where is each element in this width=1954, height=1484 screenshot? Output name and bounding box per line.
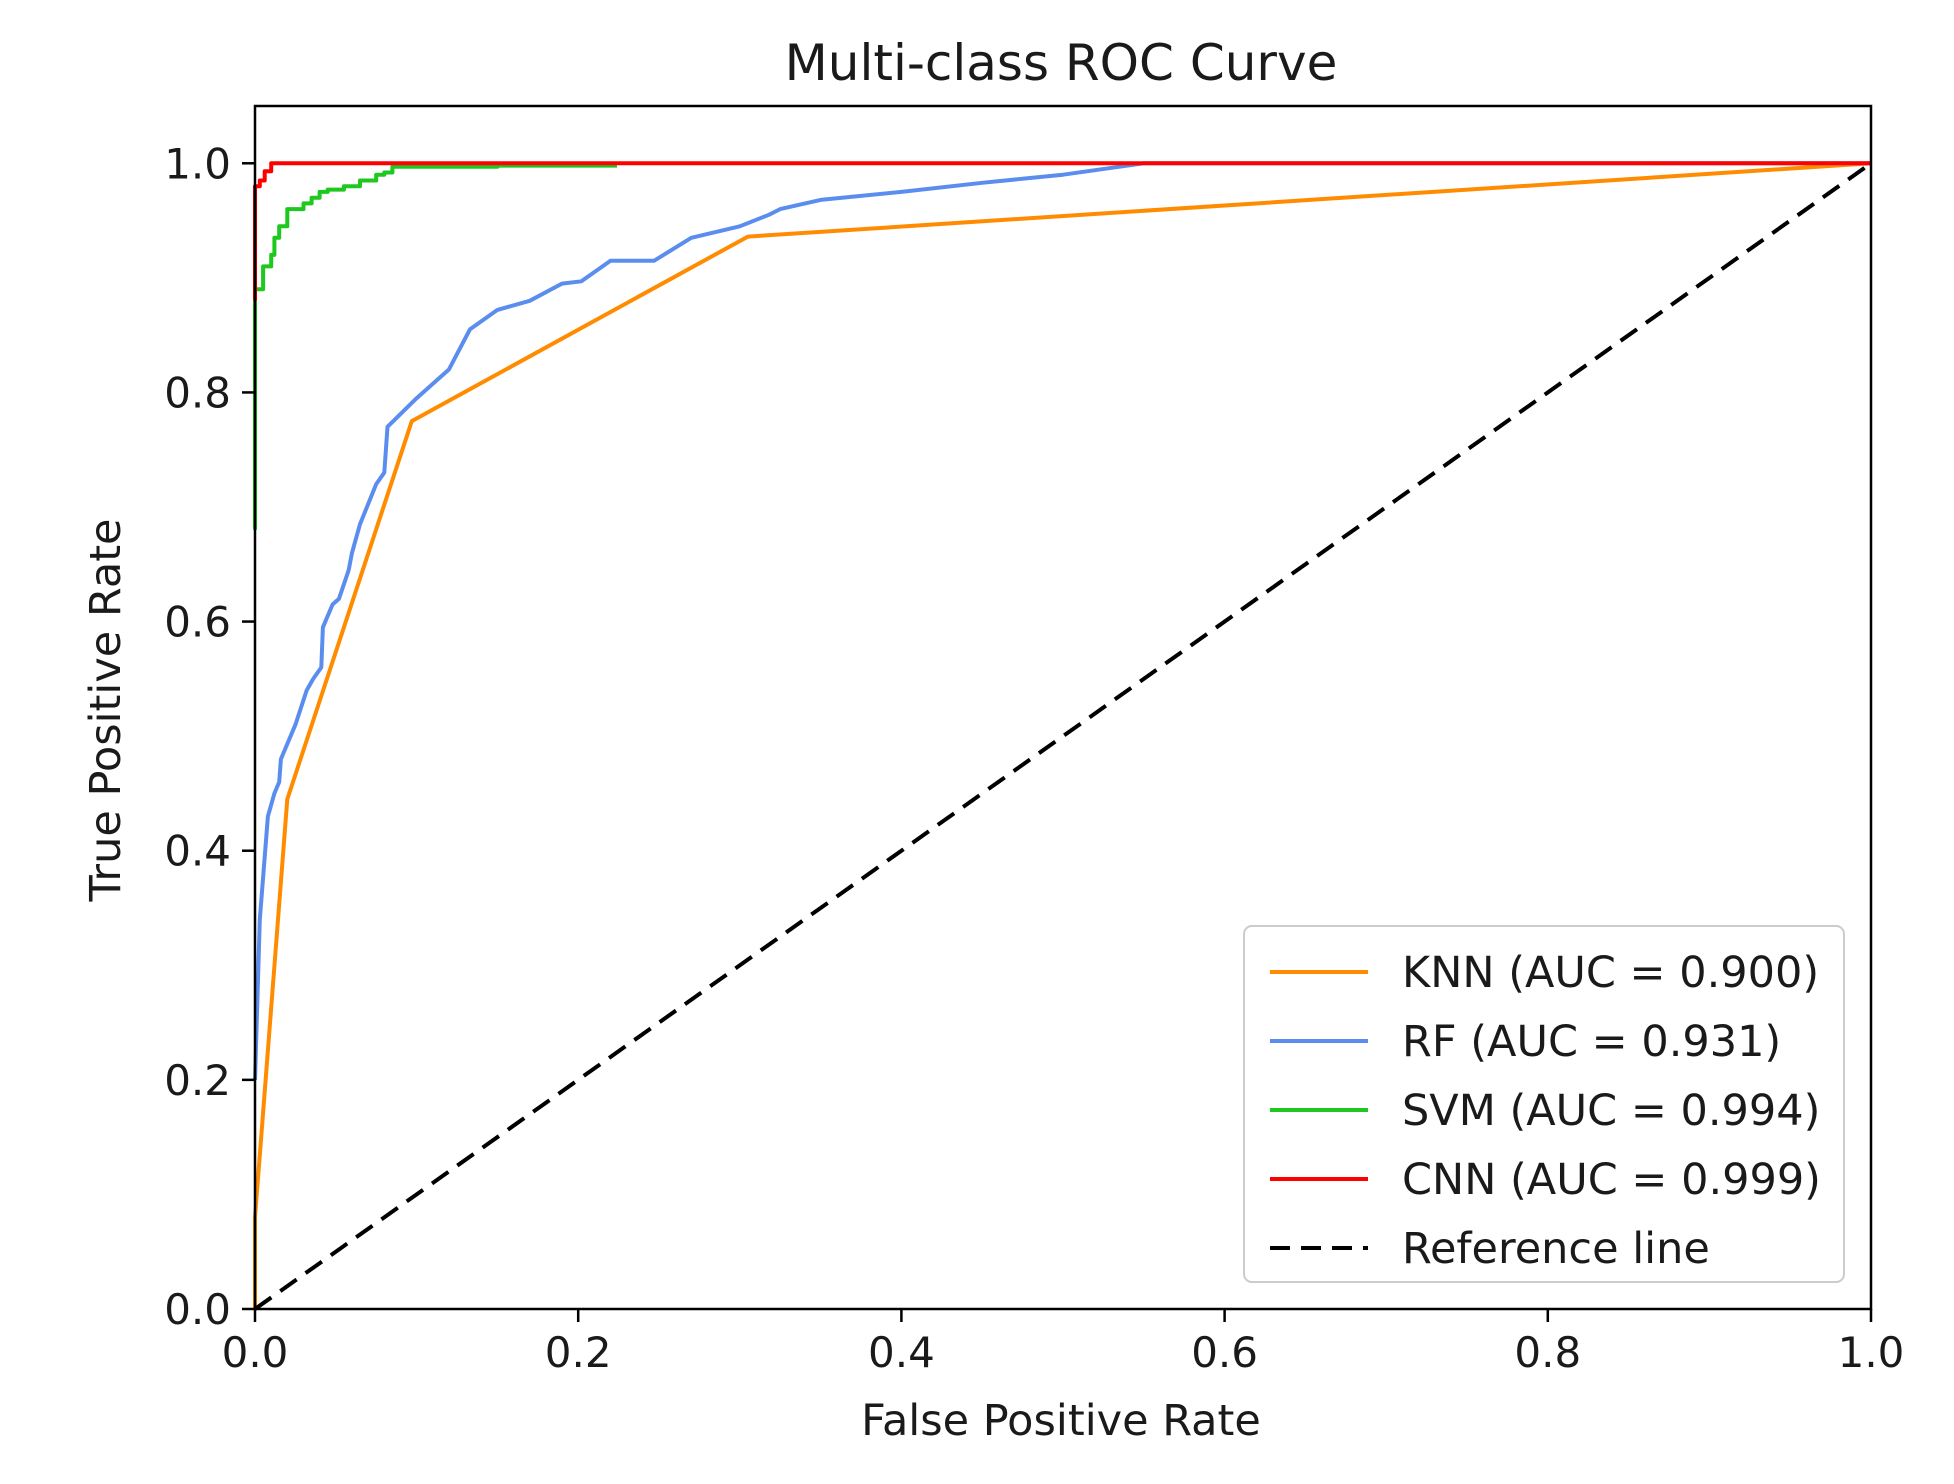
x-tick-label: 0.2 [545, 1328, 612, 1377]
y-tick-label: 0.0 [164, 1285, 231, 1334]
legend-label-1: RF (AUC = 0.931) [1402, 1017, 1781, 1067]
y-axis-label: True Positive Rate [81, 518, 131, 902]
y-tick-label: 0.8 [164, 368, 231, 417]
series-line-2 [253, 163, 617, 530]
y-tick-label: 1.0 [164, 139, 231, 188]
plot-frame [253, 104, 1873, 1311]
legend-label-0: KNN (AUC = 0.900) [1402, 948, 1819, 998]
series-line-3 [253, 161, 1871, 301]
x-tick-label: 0.8 [1514, 1328, 1581, 1377]
y-axis-ticks: 0.0 0.2 0.4 0.6 0.8 1.0 [164, 139, 255, 1334]
legend-label-2: SVM (AUC = 0.994) [1402, 1086, 1820, 1136]
series-line-1 [253, 161, 1871, 1080]
x-tick-label: 0.0 [222, 1328, 289, 1377]
x-tick-label: 1.0 [1838, 1328, 1905, 1377]
x-axis-label: False Positive Rate [861, 1396, 1261, 1446]
legend: KNN (AUC = 0.900) RF (AUC = 0.931) SVM (AU… [1243, 925, 1845, 1283]
legend-label-4: Reference line [1402, 1224, 1710, 1274]
legend-box [1243, 925, 1845, 1283]
x-tick-label: 0.4 [868, 1328, 935, 1377]
x-axis-ticks: 0.0 0.2 0.4 0.6 0.8 1.0 [222, 1309, 1905, 1377]
chart-title: Multi-class ROC Curve [785, 34, 1338, 92]
y-tick-label: 0.4 [164, 827, 231, 876]
y-tick-label: 0.2 [164, 1056, 231, 1105]
legend-label-3: CNN (AUC = 0.999) [1402, 1155, 1821, 1205]
series-line-4 [253, 161, 1873, 1311]
y-tick-label: 0.6 [164, 598, 231, 647]
x-tick-label: 0.6 [1191, 1328, 1258, 1377]
